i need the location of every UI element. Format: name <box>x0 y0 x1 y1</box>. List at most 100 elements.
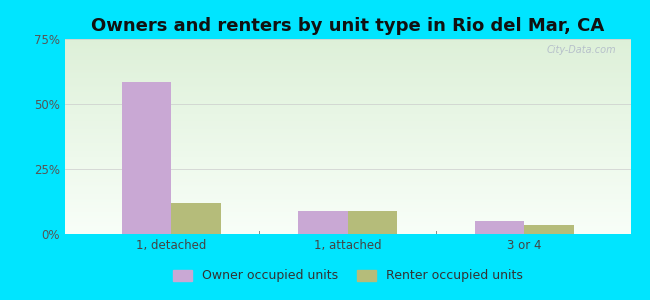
Bar <box>65 78 630 79</box>
Bar <box>65 168 630 169</box>
Bar <box>65 112 630 113</box>
Bar <box>65 143 630 144</box>
Bar <box>65 218 630 220</box>
Bar <box>65 100 630 101</box>
Bar <box>65 232 630 234</box>
Bar <box>65 140 630 142</box>
Bar <box>65 83 630 85</box>
Bar <box>65 40 630 42</box>
Bar <box>65 80 630 82</box>
Title: Owners and renters by unit type in Rio del Mar, CA: Owners and renters by unit type in Rio d… <box>91 17 604 35</box>
Bar <box>65 139 630 140</box>
Bar <box>65 221 630 222</box>
Bar <box>65 220 630 221</box>
Bar <box>65 147 630 148</box>
Bar <box>65 47 630 48</box>
Bar <box>65 113 630 114</box>
Bar <box>65 92 630 94</box>
Bar <box>65 87 630 88</box>
Bar <box>65 184 630 186</box>
Bar <box>65 65 630 66</box>
Bar <box>65 217 630 218</box>
Bar <box>65 69 630 70</box>
Bar <box>65 79 630 81</box>
Bar <box>65 199 630 200</box>
Bar <box>65 66 630 68</box>
Bar <box>65 91 630 92</box>
Bar <box>65 158 630 160</box>
Bar <box>65 127 630 129</box>
Bar <box>65 203 630 204</box>
Bar <box>65 146 630 147</box>
Bar <box>65 55 630 56</box>
Bar <box>65 101 630 103</box>
Bar <box>65 96 630 98</box>
Bar <box>65 149 630 151</box>
Bar <box>65 99 630 100</box>
Legend: Owner occupied units, Renter occupied units: Owner occupied units, Renter occupied un… <box>170 266 526 286</box>
Bar <box>65 174 630 176</box>
Bar <box>65 216 630 217</box>
Bar <box>65 75 630 77</box>
Bar <box>65 172 630 173</box>
Bar <box>65 130 630 131</box>
Bar <box>65 142 630 143</box>
Bar <box>65 188 630 190</box>
Bar <box>65 106 630 108</box>
Bar <box>65 126 630 128</box>
Bar <box>65 73 630 74</box>
Bar <box>65 179 630 181</box>
Bar <box>65 186 630 187</box>
Bar <box>65 138 630 139</box>
Bar <box>65 191 630 192</box>
Bar <box>65 196 630 198</box>
Bar <box>65 84 630 86</box>
Bar <box>65 154 630 156</box>
Bar <box>65 178 630 179</box>
Bar <box>525 225 574 234</box>
Bar <box>475 221 525 234</box>
Bar <box>65 231 630 233</box>
Bar <box>65 227 630 229</box>
Bar <box>65 44 630 46</box>
Bar <box>65 169 630 170</box>
Bar <box>65 205 630 207</box>
Bar <box>65 148 630 149</box>
Bar <box>65 183 630 184</box>
Bar <box>65 152 630 153</box>
Bar <box>65 86 630 87</box>
Bar <box>65 95 630 96</box>
Bar <box>65 229 630 230</box>
Bar <box>65 105 630 106</box>
Text: City-Data.com: City-Data.com <box>547 45 616 55</box>
Bar <box>171 203 220 234</box>
Bar <box>65 190 630 191</box>
Bar <box>65 90 630 91</box>
Bar <box>65 212 630 213</box>
Bar <box>65 214 630 216</box>
Bar <box>65 144 630 145</box>
Bar <box>65 45 630 47</box>
Bar <box>65 110 630 112</box>
Bar <box>65 162 630 164</box>
Bar <box>65 94 630 95</box>
Bar <box>65 165 630 166</box>
Bar <box>65 213 630 214</box>
Bar <box>65 170 630 172</box>
Bar <box>65 134 630 135</box>
Bar <box>65 131 630 133</box>
Bar <box>65 58 630 60</box>
Bar <box>65 60 630 61</box>
Bar <box>65 39 630 40</box>
Bar <box>65 166 630 168</box>
Bar <box>65 156 630 157</box>
Bar <box>65 192 630 194</box>
Bar <box>65 225 630 226</box>
Bar <box>65 176 630 177</box>
Bar <box>65 151 630 152</box>
Bar <box>65 208 630 209</box>
Bar <box>65 160 630 161</box>
Bar <box>65 108 630 109</box>
Bar <box>65 61 630 62</box>
Bar <box>298 211 348 234</box>
